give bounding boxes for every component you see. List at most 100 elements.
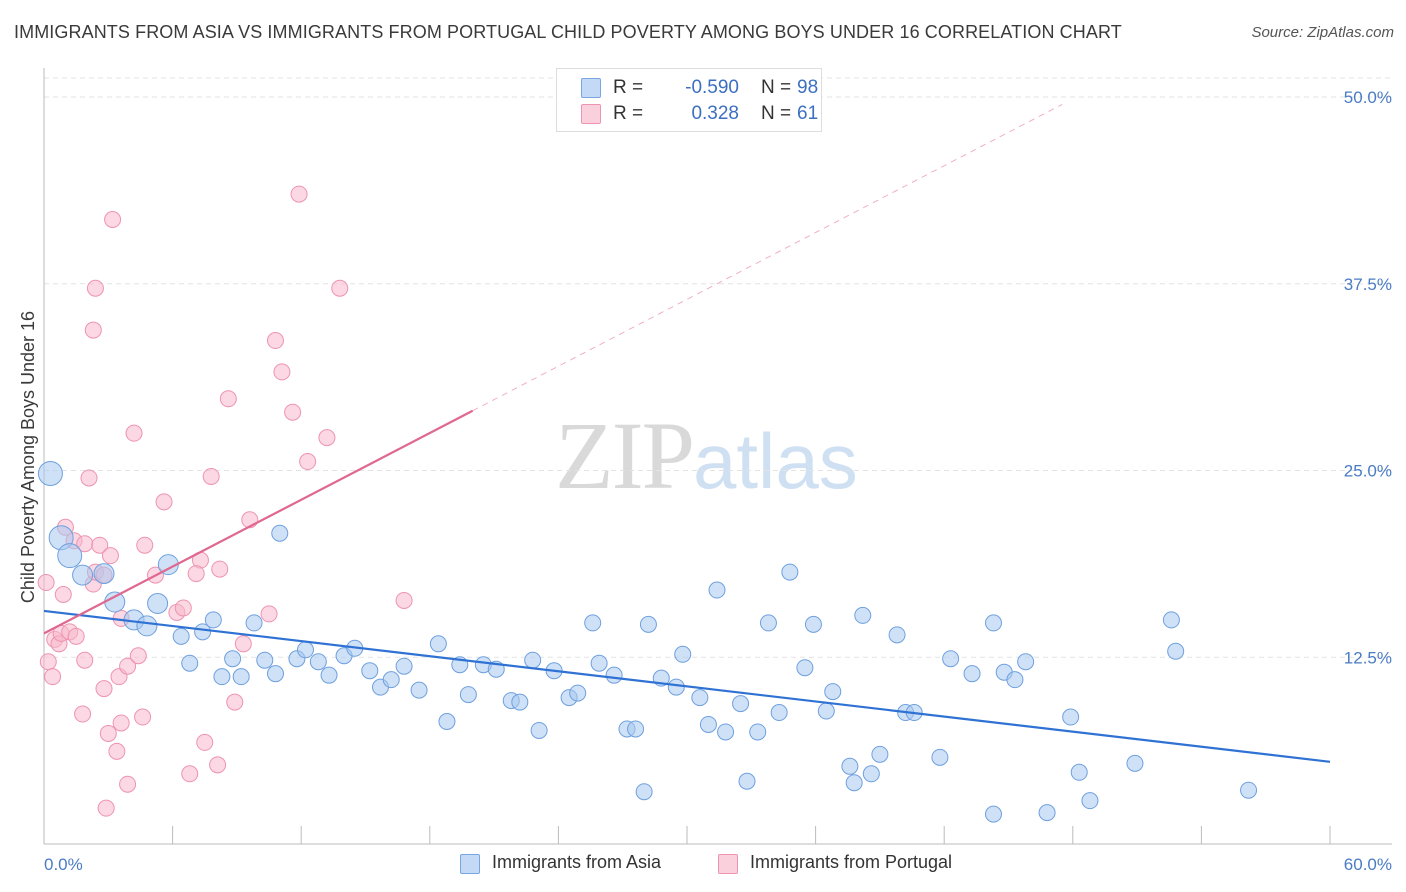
asia-point xyxy=(320,666,338,684)
portugal-trend-line xyxy=(43,409,474,635)
asia-point xyxy=(1006,671,1024,689)
tick-labels: 12.5% 25.0% 37.5% 50.0% 0.0% 60.0% xyxy=(44,88,1392,874)
asia-point xyxy=(266,665,284,683)
bottom-legend-label-portugal: Immigrants from Portugal xyxy=(750,852,953,872)
asia-point xyxy=(395,657,413,675)
portugal-point xyxy=(209,756,227,774)
portugal-trend-extension xyxy=(472,104,1063,412)
asia-point xyxy=(627,720,645,738)
chart-title: IMMIGRANTS FROM ASIA VS IMMIGRANTS FROM … xyxy=(14,22,1122,42)
asia-point xyxy=(93,563,115,585)
portugal-point xyxy=(86,279,104,297)
x-tick-label: 60.0% xyxy=(1344,855,1392,874)
portugal-point xyxy=(219,390,237,408)
portugal-point xyxy=(76,651,94,669)
asia-point xyxy=(862,765,880,783)
asia-point xyxy=(1062,708,1080,726)
legend-n-label: N = xyxy=(761,103,792,124)
portugal-point xyxy=(187,565,205,583)
asia-point xyxy=(194,623,212,641)
portugal-point xyxy=(299,453,317,471)
portugal-point xyxy=(125,424,143,442)
portugal-points xyxy=(37,185,413,817)
asia-point xyxy=(1081,792,1099,810)
asia-point xyxy=(984,805,1002,823)
asia-point xyxy=(72,564,94,586)
portugal-point xyxy=(136,536,154,554)
asia-point xyxy=(639,615,657,633)
y-tick-label: 25.0% xyxy=(1344,462,1392,481)
asia-point xyxy=(841,757,859,775)
bottom-legend-swatch-portugal xyxy=(718,854,738,874)
portugal-point xyxy=(318,429,336,447)
portugal-point xyxy=(273,363,291,381)
portugal-point xyxy=(129,647,147,665)
asia-point xyxy=(770,704,788,722)
portugal-point xyxy=(74,705,92,723)
axes xyxy=(43,68,1392,845)
asia-point xyxy=(309,653,327,671)
gridlines xyxy=(44,77,1392,658)
y-tick-label: 12.5% xyxy=(1344,648,1392,667)
asia-point xyxy=(224,650,242,668)
portugal-point xyxy=(134,708,152,726)
asia-point xyxy=(888,626,906,644)
y-tick-label: 37.5% xyxy=(1344,275,1392,294)
portugal-point xyxy=(119,775,137,793)
asia-point xyxy=(963,665,981,683)
watermark-zip: ZIP xyxy=(555,402,695,509)
portugal-point xyxy=(95,680,113,698)
portugal-point xyxy=(260,605,278,623)
portugal-point xyxy=(104,211,122,229)
legend-n-label: N = xyxy=(761,77,792,98)
asia-point xyxy=(37,460,63,486)
portugal-point xyxy=(112,714,130,732)
asia-point xyxy=(691,689,709,707)
portugal-point xyxy=(331,279,349,297)
asia-point xyxy=(871,745,889,763)
portugal-point xyxy=(101,547,119,565)
asia-trend-line xyxy=(43,609,1331,763)
asia-point xyxy=(1038,804,1056,822)
bottom-legend-swatch-asia xyxy=(460,854,480,874)
asia-point xyxy=(749,723,767,741)
asia-point xyxy=(845,774,863,792)
asia-point xyxy=(429,635,447,653)
asia-point xyxy=(271,524,289,542)
portugal-point xyxy=(67,627,85,645)
portugal-point xyxy=(226,693,244,711)
portugal-point xyxy=(39,653,57,671)
asia-point xyxy=(410,681,428,699)
asia-point xyxy=(382,671,400,689)
portugal-point xyxy=(80,469,98,487)
portugal-point xyxy=(266,332,284,350)
asia-point xyxy=(796,659,814,677)
asia-point xyxy=(732,695,750,713)
portugal-point xyxy=(91,536,109,554)
asia-point xyxy=(57,543,83,569)
asia-point xyxy=(804,615,822,633)
asia-point xyxy=(1070,763,1088,781)
asia-point xyxy=(699,715,717,733)
portugal-point xyxy=(284,403,302,421)
asia-point xyxy=(213,668,231,686)
asia-point xyxy=(204,611,222,629)
portugal-point xyxy=(119,657,137,675)
source-credit: Source: ZipAtlas.com xyxy=(1251,24,1394,41)
asia-point xyxy=(605,666,623,684)
portugal-point xyxy=(174,599,192,617)
asia-point xyxy=(136,615,158,637)
asia-point xyxy=(1240,781,1258,799)
asia-point xyxy=(931,748,949,766)
legend-r-value: 0.328 xyxy=(691,103,739,124)
legend-swatch-portugal xyxy=(581,104,601,124)
portugal-point xyxy=(202,467,220,485)
portugal-point xyxy=(108,742,126,760)
asia-point xyxy=(590,654,608,672)
watermark-atlas: atlas xyxy=(693,417,858,505)
x-tick-label: 0.0% xyxy=(44,855,83,874)
portugal-point xyxy=(44,668,62,686)
asia-point xyxy=(942,650,960,668)
asia-point xyxy=(245,614,263,632)
